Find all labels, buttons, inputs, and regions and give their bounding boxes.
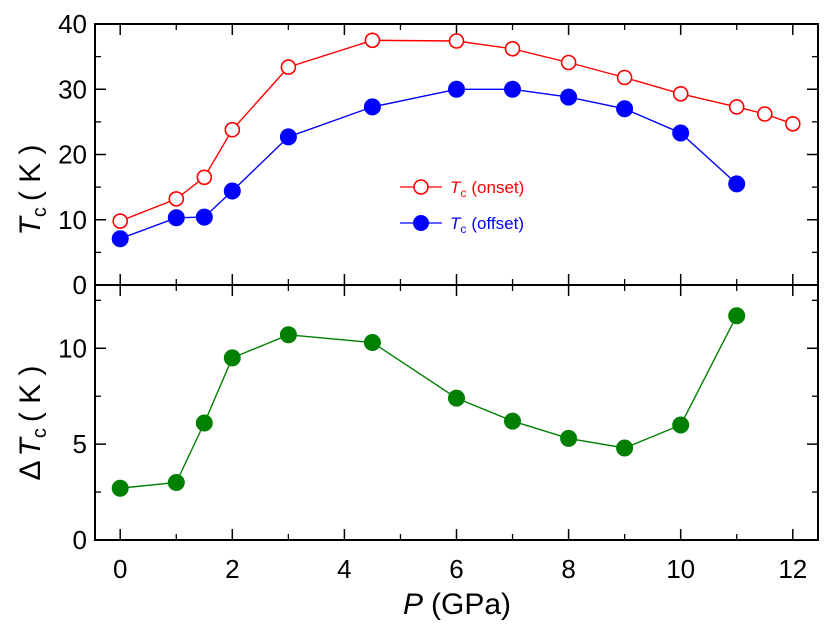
top-series-1-point (195, 208, 213, 226)
bottom-series-0 (111, 307, 746, 497)
bottom-series-0-point (279, 326, 297, 344)
top-series-0-point (448, 33, 465, 49)
x-tick-label: 2 (225, 554, 239, 584)
legend-onset-label: Tc (onset) (450, 178, 524, 200)
bottom-y-axis-title: ΔTc ( K ) (14, 365, 51, 480)
top-panel: 0 10 20 30 40 (58, 9, 818, 300)
bottom-series-0-point (448, 389, 465, 407)
legend-offset-marker (413, 215, 429, 231)
bottom-series-0-point (363, 334, 381, 351)
bottom-y-tick-label: 5 (73, 429, 87, 459)
x-axis-title: P (GPa) (403, 588, 511, 621)
top-y-tick-label: 10 (58, 205, 87, 235)
top-series-1-point (672, 124, 690, 142)
legend-onset-text: (onset) (471, 178, 524, 197)
top-y-tick-label: 0 (73, 270, 87, 300)
bottom-series-0-point (616, 439, 634, 457)
top-series-0 (112, 32, 801, 229)
bottom-series-0-line (120, 315, 738, 489)
x-tick-label: 8 (561, 554, 575, 584)
bottom-y-tick-label: 10 (58, 333, 87, 363)
legend-offset-text: (offset) (471, 214, 524, 233)
top-series-1-point (279, 128, 297, 146)
top-y-axis-title: Tc ( K ) (14, 145, 51, 236)
top-series-1-point (728, 175, 746, 193)
top-y-tick-label: 30 (58, 74, 87, 104)
x-axis-unit: (GPa) (431, 588, 511, 621)
top-series-0-point (616, 69, 633, 86)
top-series-0-point (784, 116, 801, 132)
top-series-1-point (111, 230, 129, 248)
x-tick-label: 6 (449, 554, 463, 584)
x-tick-label: 10 (666, 554, 695, 584)
x-axis-symbol: P (403, 588, 423, 621)
top-series-0-point (112, 213, 128, 229)
top-series-1-point (167, 209, 185, 227)
top-series-1-point (504, 80, 521, 98)
top-series-1-point (363, 98, 381, 116)
x-tick-label: 0 (113, 554, 127, 584)
x-tick-label: 12 (778, 554, 807, 584)
top-series-0-point (672, 86, 689, 102)
bottom-series-0-point (728, 307, 746, 325)
top-series-1-point (616, 100, 634, 118)
bottom-series-0-point (560, 429, 578, 447)
plot-border (94, 23, 819, 541)
top-series-0-line (119, 39, 794, 222)
legend-offset-symbol: T (450, 214, 462, 233)
top-series-0-point (756, 106, 773, 122)
legend-onset-symbol: T (450, 178, 462, 197)
top-series-0-point (224, 121, 241, 138)
bottom-series-0-point (195, 414, 213, 432)
bottom-series-0-point (167, 474, 185, 491)
top-series-1 (111, 80, 746, 248)
top-series-0-point (196, 169, 213, 186)
top-series-1-point (223, 182, 241, 200)
legend-onset-marker (413, 179, 429, 195)
top-series-1-point (448, 80, 465, 98)
top-series-0-point (280, 59, 297, 75)
top-series-0-point (728, 99, 745, 115)
top-series-0-point (364, 32, 381, 49)
top-y-axis-subscript: c (29, 207, 51, 217)
legend-onset-subscript: c (460, 186, 466, 200)
legend-offset-label: Tc (offset) (450, 214, 524, 236)
bottom-series-0-point (111, 479, 129, 497)
top-series-0-point (168, 191, 185, 207)
top-series-0-point (504, 40, 521, 57)
top-series-0-point (560, 54, 577, 71)
plot-frame (94, 23, 819, 541)
bottom-series-0-point (223, 349, 241, 367)
legend: Tc (onset) Tc (offset) (400, 178, 524, 236)
x-tick-label: 4 (337, 554, 351, 584)
top-y-tick-label: 20 (58, 140, 87, 170)
bottom-y-axis-delta: Δ (14, 460, 47, 480)
bottom-series-0-point (672, 416, 690, 434)
top-y-axis-unit: ( K ) (14, 145, 47, 202)
bottom-series-0-point (504, 412, 521, 430)
legend-offset-subscript: c (460, 222, 466, 236)
top-y-axis-symbol: T (14, 215, 47, 236)
bottom-y-axis-subscript: c (29, 428, 51, 438)
top-y-tick-label: 40 (58, 9, 87, 39)
bottom-y-axis-symbol: T (14, 435, 47, 456)
bottom-y-tick-label: 0 (73, 525, 87, 555)
bottom-y-axis-unit: ( K ) (14, 365, 47, 422)
bottom-panel: 0 5 10 0 2 4 6 8 10 12 (58, 285, 818, 584)
top-series-1-point (560, 88, 578, 106)
